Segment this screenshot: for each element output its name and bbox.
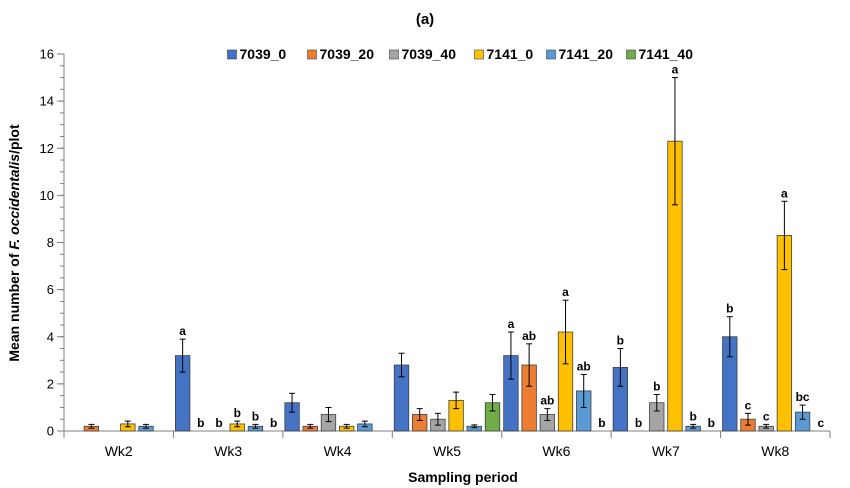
x-tick-label: Wk5 (433, 443, 461, 459)
significance-label: b (197, 416, 204, 430)
y-axis-title: Mean number of F. occidentalis/plot (6, 124, 22, 362)
significance-label: c (763, 409, 770, 423)
y-tick-label: 14 (40, 94, 54, 109)
y-tick-label: 0 (47, 424, 54, 439)
legend-label-7039_40: 7039_40 (402, 46, 457, 62)
y-tick-label: 8 (47, 235, 54, 250)
y-tick-label: 10 (40, 188, 54, 203)
panel-label: (a) (416, 11, 434, 28)
legend-label-7141_0: 7141_0 (487, 46, 534, 62)
significance-label: a (179, 324, 186, 338)
significance-label: b (598, 416, 605, 430)
legend-label-7141_40: 7141_40 (639, 46, 694, 62)
significance-label: a (781, 186, 788, 200)
significance-label: c (817, 416, 824, 430)
significance-label: b (726, 302, 733, 316)
y-axis-title-suffix: /plot (6, 124, 22, 154)
y-axis-title-species: F. occidentalis (6, 154, 22, 250)
x-tick-label: Wk6 (542, 443, 570, 459)
significance-label: c (745, 398, 752, 412)
legend-swatch-7141_40 (626, 49, 636, 60)
significance-label: a (508, 317, 515, 331)
significance-label: b (653, 379, 660, 393)
x-axis: Wk2 Wk3 Wk4 Wk5 Wk6 Wk7 Wk8 (63, 430, 831, 459)
y-tick-label: 16 (40, 47, 54, 62)
significance-label: a (562, 285, 569, 299)
legend: 7039_0 7039_20 7039_40 7141_0 7141_20 7141_40 (227, 46, 694, 62)
significance-label: ab (577, 359, 591, 373)
legend-label-7039_0: 7039_0 (240, 46, 287, 62)
x-tick-label: Wk8 (761, 443, 789, 459)
x-tick-label: Wk7 (652, 443, 680, 459)
significance-label: b (689, 409, 696, 423)
y-tick-label: 6 (47, 282, 54, 297)
significance-label: b (252, 409, 259, 423)
x-tick-label: Wk4 (324, 443, 352, 459)
significance-label: b (708, 416, 715, 430)
legend-label-7141_20: 7141_20 (559, 46, 614, 62)
legend-swatch-7141_0 (474, 49, 484, 60)
significance-label: b (234, 406, 241, 420)
legend-swatch-7039_20 (307, 49, 317, 60)
significance-label: a (672, 63, 679, 77)
significance-label: b (270, 416, 277, 430)
x-tick-label: Wk2 (105, 443, 133, 459)
y-tick-label: 12 (40, 141, 54, 156)
significance-label: ab (522, 329, 536, 343)
legend-swatch-7039_40 (389, 49, 399, 60)
legend-swatch-7141_20 (546, 49, 556, 60)
significance-label: ab (540, 394, 554, 408)
x-axis-title: Sampling period (408, 469, 518, 485)
y-axis: 0 2 4 6 8 10 12 14 16 (40, 47, 65, 439)
y-tick-label: 4 (47, 329, 54, 344)
y-axis-title-prefix: Mean number of (6, 250, 22, 362)
significance-label: bc (796, 390, 810, 404)
x-tick-label: Wk3 (214, 443, 242, 459)
significance-label: b (617, 334, 624, 348)
legend-swatch-7039_0 (227, 49, 237, 60)
y-tick-label: 2 (47, 376, 54, 391)
significance-label: b (215, 416, 222, 430)
significance-label: b (635, 416, 642, 430)
legend-label-7039_20: 7039_20 (320, 46, 375, 62)
